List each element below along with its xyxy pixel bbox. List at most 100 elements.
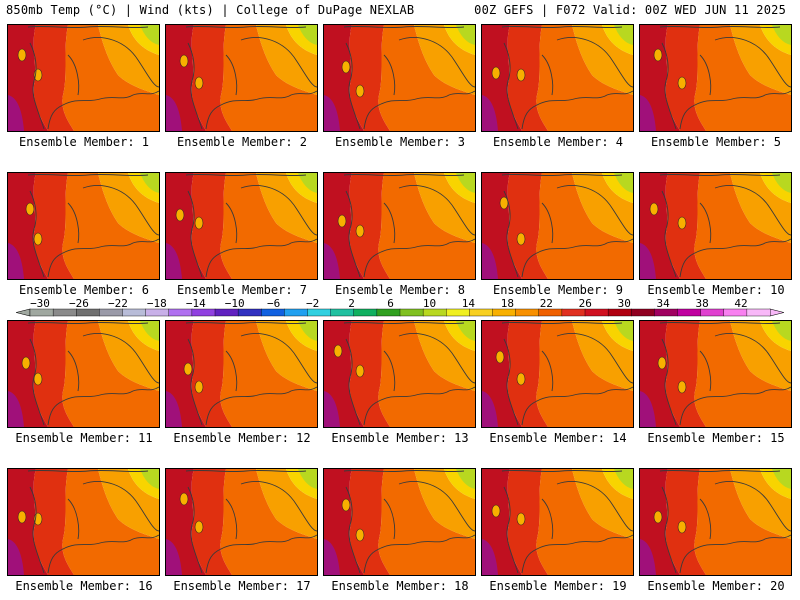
- ensemble-panel-20: [639, 468, 792, 576]
- colorbar-swatch: [168, 308, 193, 317]
- ensemble-panel-18: [323, 468, 476, 576]
- colorbar-swatch: [561, 308, 586, 317]
- temperature-map: [166, 469, 317, 575]
- temperature-map: [166, 173, 317, 279]
- ensemble-member-label: Ensemble Member: 4: [492, 135, 624, 149]
- ensemble-panel-5: [639, 24, 792, 132]
- ensemble-panel-10: [639, 172, 792, 280]
- colorbar-swatch: [261, 308, 285, 317]
- ensemble-member-label: Ensemble Member: 2: [176, 135, 308, 149]
- colorbar-swatch: [284, 308, 308, 317]
- ensemble-member-label: Ensemble Member: 1: [18, 135, 150, 149]
- temperature-map: [324, 25, 475, 131]
- colorbar-tick-label: 26: [579, 297, 592, 310]
- temperature-map: [166, 321, 317, 427]
- temperature-map: [640, 321, 791, 427]
- colorbar-tick-label: 6: [387, 297, 394, 310]
- colorbar-tick-label: −30: [30, 297, 50, 310]
- temperature-map: [8, 25, 159, 131]
- temperature-map: [640, 25, 791, 131]
- ensemble-member-label: Ensemble Member: 13: [331, 431, 469, 445]
- temperature-map: [8, 469, 159, 575]
- colorbar-swatch: [446, 308, 470, 317]
- colorbar-swatch: [145, 308, 170, 317]
- colorbar-tick-label: −26: [69, 297, 89, 310]
- ensemble-panel-7: [165, 172, 318, 280]
- ensemble-member-label: Ensemble Member: 15: [647, 431, 785, 445]
- temperature-map: [640, 173, 791, 279]
- colorbar-tick-label: 22: [540, 297, 553, 310]
- ensemble-panel-9: [481, 172, 634, 280]
- ensemble-member-label: Ensemble Member: 7: [176, 283, 308, 297]
- colorbar-tick-label: −22: [108, 297, 128, 310]
- colorbar-tick-label: 10: [423, 297, 436, 310]
- ensemble-member-label: Ensemble Member: 3: [334, 135, 466, 149]
- temperature-map: [166, 25, 317, 131]
- colorbar-tick-label: −18: [147, 297, 167, 310]
- ensemble-panel-14: [481, 320, 634, 428]
- ensemble-member-label: Ensemble Member: 20: [647, 579, 785, 593]
- colorbar-swatch: [399, 308, 424, 317]
- colorbar-swatch: [700, 308, 725, 317]
- colorbar-swatch: [515, 308, 540, 317]
- colorbar-tick-label: −2: [306, 297, 319, 310]
- run-info: 00Z GEFS | F072 Valid: 00Z WED JUN 11 20…: [474, 3, 786, 17]
- ensemble-panel-13: [323, 320, 476, 428]
- temperature-map: [324, 321, 475, 427]
- colorbar-swatch: [214, 308, 239, 317]
- ensemble-panel-2: [165, 24, 318, 132]
- colorbar-swatch: [191, 308, 216, 317]
- colorbar-swatch: [99, 308, 123, 317]
- ensemble-member-label: Ensemble Member: 18: [331, 579, 469, 593]
- temperature-map: [482, 321, 633, 427]
- colorbar-swatch: [52, 308, 77, 317]
- temperature-map: [482, 25, 633, 131]
- ensemble-member-label: Ensemble Member: 16: [15, 579, 153, 593]
- colorbar-swatch: [746, 308, 771, 317]
- colorbar-right-arrow: [769, 308, 784, 317]
- temperature-map: [8, 173, 159, 279]
- colorbar-swatch: [723, 308, 748, 317]
- ensemble-panel-15: [639, 320, 792, 428]
- temperature-map: [482, 173, 633, 279]
- ensemble-panel-19: [481, 468, 634, 576]
- colorbar-swatch: [677, 308, 702, 317]
- colorbar-tick-label: 14: [462, 297, 476, 310]
- colorbar-swatch: [76, 308, 100, 317]
- colorbar-swatch: [492, 308, 517, 317]
- colorbar-tick-label: 2: [348, 297, 355, 310]
- ensemble-panel-3: [323, 24, 476, 132]
- colorbar-tick-label: −10: [225, 297, 245, 310]
- ensemble-panel-17: [165, 468, 318, 576]
- temperature-map: [640, 469, 791, 575]
- colorbar-swatch: [122, 308, 147, 317]
- ensemble-panel-16: [7, 468, 160, 576]
- colorbar-swatch: [584, 308, 609, 317]
- colorbar-swatch: [631, 308, 655, 317]
- colorbar-tick-label: 34: [657, 297, 671, 310]
- ensemble-member-label: Ensemble Member: 17: [173, 579, 311, 593]
- colorbar-tick-label: 30: [618, 297, 631, 310]
- ensemble-member-label: Ensemble Member: 11: [15, 431, 153, 445]
- ensemble-member-label: Ensemble Member: 10: [647, 283, 785, 297]
- ensemble-member-label: Ensemble Member: 12: [173, 431, 311, 445]
- colorbar-swatch: [654, 308, 678, 317]
- colorbar-swatch: [29, 308, 54, 317]
- ensemble-member-label: Ensemble Member: 14: [489, 431, 627, 445]
- colorbar-swatch: [353, 308, 378, 317]
- colorbar-swatch: [307, 308, 332, 317]
- ensemble-panel-6: [7, 172, 160, 280]
- temperature-map: [482, 469, 633, 575]
- ensemble-member-label: Ensemble Member: 9: [492, 283, 624, 297]
- colorbar-swatch: [237, 308, 262, 317]
- map-title: 850mb Temp (°C) | Wind (kts) | College o…: [6, 3, 415, 17]
- ensemble-member-label: Ensemble Member: 8: [334, 283, 466, 297]
- ensemble-panel-8: [323, 172, 476, 280]
- colorbar-tick-label: 38: [695, 297, 708, 310]
- colorbar-tick-label: 18: [501, 297, 514, 310]
- temperature-map: [324, 469, 475, 575]
- temperature-map: [324, 173, 475, 279]
- colorbar-swatch: [376, 308, 401, 317]
- ensemble-panel-12: [165, 320, 318, 428]
